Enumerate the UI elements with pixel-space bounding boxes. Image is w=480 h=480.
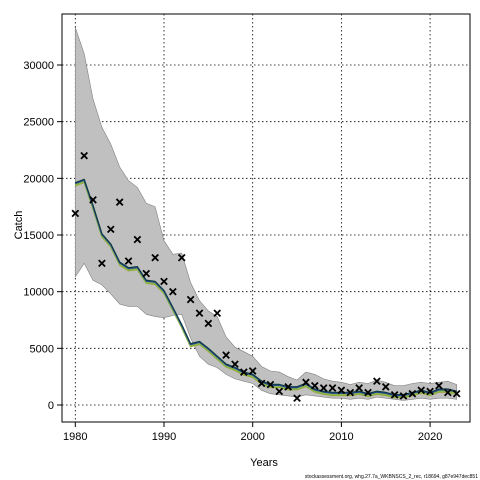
observed-point xyxy=(266,380,275,389)
observed-point xyxy=(443,388,452,397)
y-tick-label: 10000 xyxy=(23,287,54,299)
x-tick-label: 1980 xyxy=(63,431,87,443)
observed-point xyxy=(133,235,142,244)
observed-point xyxy=(71,209,80,218)
observed-point xyxy=(355,384,363,392)
grid-lines xyxy=(62,14,470,422)
observed-point xyxy=(239,368,248,376)
observed-point xyxy=(177,253,186,262)
observed-point xyxy=(248,367,257,375)
observed-point xyxy=(435,381,443,390)
y-tick-label: 20000 xyxy=(23,173,54,185)
observed-point xyxy=(115,198,124,206)
observed-point xyxy=(142,269,151,278)
observed-point xyxy=(293,394,301,403)
y-tick-label: 30000 xyxy=(23,60,54,72)
observed-point xyxy=(426,387,434,396)
observed-point xyxy=(373,377,381,386)
footer-source: stockassessment.org, whg.27.7a_WKBNSCS_2… xyxy=(305,474,478,480)
observed-point xyxy=(364,388,372,397)
plot-frame xyxy=(61,13,471,423)
y-tick-label: 0 xyxy=(48,400,54,412)
observed-point xyxy=(399,392,408,400)
y-axis-title: Catch xyxy=(13,211,25,240)
observed-point xyxy=(275,387,284,396)
x-tick-label: 2010 xyxy=(329,431,353,443)
observed-point xyxy=(195,309,204,318)
observed-point xyxy=(337,386,346,395)
observed-point xyxy=(98,259,106,268)
observed-point xyxy=(381,383,390,391)
observed-point xyxy=(417,386,426,395)
observed-point xyxy=(346,388,355,397)
observed-point xyxy=(390,390,399,399)
confidence-band xyxy=(75,27,457,401)
observed-point xyxy=(222,351,230,359)
observed-point xyxy=(186,295,195,304)
observed-point xyxy=(408,389,417,398)
observed-point xyxy=(80,151,89,160)
x-axis-title: Years xyxy=(250,457,278,469)
y-tick-label: 15000 xyxy=(23,230,54,242)
observed-point xyxy=(204,319,213,328)
confidence-band-layer xyxy=(75,27,457,401)
observed-point xyxy=(284,383,293,391)
y-tick-label: 25000 xyxy=(23,117,54,129)
observed-point xyxy=(257,379,266,388)
axes: 1980 1990 2000 2010 2020 0 5000 10000 15000 20000… xyxy=(23,13,471,443)
observed-point xyxy=(213,309,222,318)
observed-point xyxy=(319,384,328,392)
observed-point xyxy=(452,389,461,398)
observed-point xyxy=(328,384,337,392)
observed-point xyxy=(106,225,115,234)
x-tick-label: 2020 xyxy=(418,431,442,443)
observed-point xyxy=(231,360,239,369)
observed-points-layer xyxy=(71,151,461,403)
observed-point xyxy=(310,381,319,390)
observed-point xyxy=(124,257,133,265)
y-tick-label: 5000 xyxy=(30,343,54,355)
x-tick-label: 2000 xyxy=(240,431,264,443)
x-tick-label: 1990 xyxy=(152,431,176,443)
observed-point xyxy=(89,196,97,204)
observed-point xyxy=(160,277,168,286)
observed-point xyxy=(169,287,177,296)
observed-point xyxy=(151,253,159,262)
observed-point xyxy=(302,378,310,387)
